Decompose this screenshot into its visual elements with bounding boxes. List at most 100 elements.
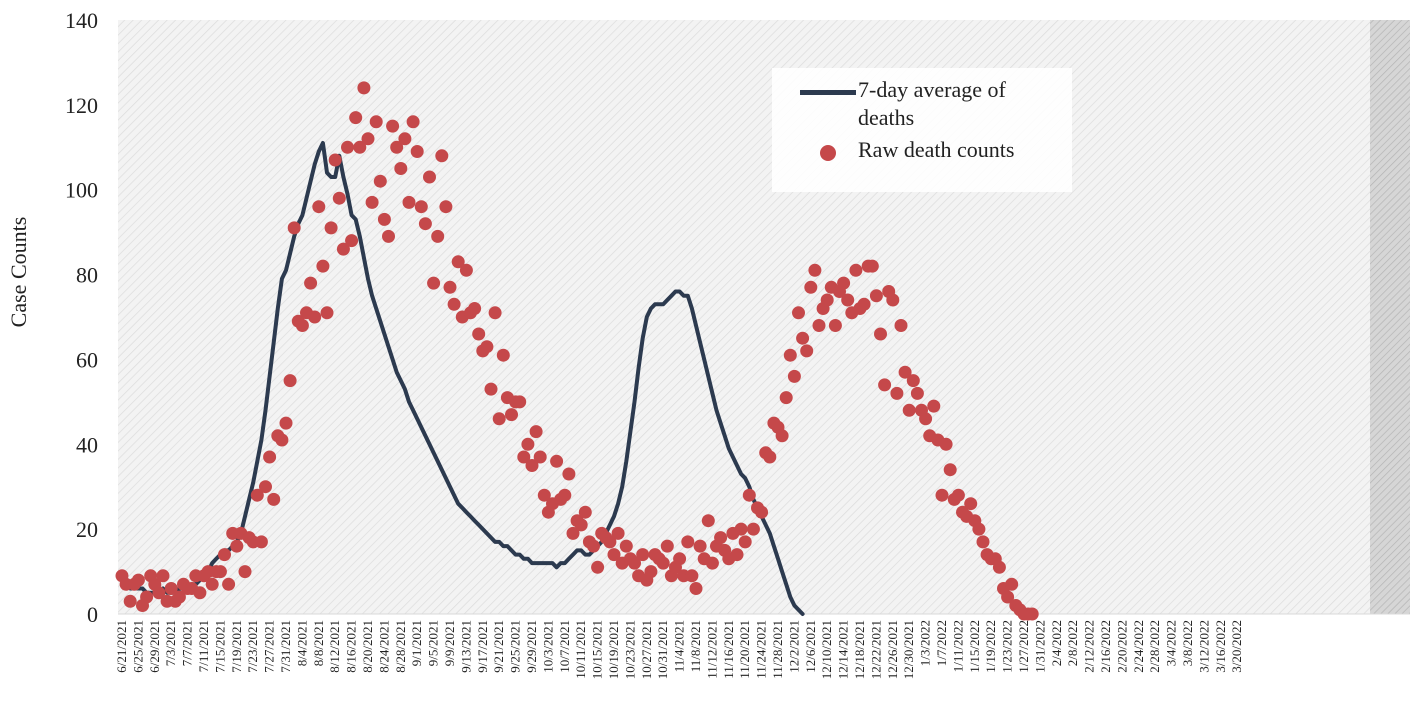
raw-count-point — [505, 408, 518, 422]
raw-count-point — [919, 412, 933, 426]
raw-count-point — [869, 289, 883, 303]
raw-count-point — [972, 522, 986, 536]
y-tick-label: 0 — [87, 602, 98, 627]
x-tick-label: 12/26/2021 — [885, 620, 900, 679]
x-tick-label: 11/12/2021 — [704, 620, 719, 679]
shaded-projection-region — [1370, 20, 1410, 614]
x-tick-label: 1/11/2022 — [950, 620, 965, 672]
raw-count-point — [775, 429, 789, 443]
x-tick-label: 3/8/2022 — [1180, 620, 1195, 666]
x-tick-label: 6/21/2021 — [114, 620, 129, 673]
x-tick-label: 6/25/2021 — [130, 620, 145, 673]
x-tick-label: 11/20/2021 — [737, 620, 752, 679]
x-tick-label: 7/11/2021 — [196, 620, 211, 672]
x-tick-label: 11/28/2021 — [770, 620, 785, 679]
raw-count-point — [324, 221, 338, 235]
raw-count-point — [332, 191, 346, 205]
legend-label-average: 7-day average of deaths — [858, 77, 1006, 130]
raw-count-point — [513, 395, 527, 409]
x-tick-label: 3/12/2022 — [1196, 620, 1211, 673]
x-tick-label: 12/10/2021 — [819, 620, 834, 679]
raw-count-point — [353, 140, 367, 154]
raw-count-point — [369, 115, 383, 129]
x-tick-label: 9/17/2021 — [475, 620, 490, 673]
raw-count-point — [472, 327, 486, 341]
legend-entry-raw: Raw death counts — [772, 136, 1048, 164]
raw-count-point — [341, 140, 354, 154]
raw-count-point — [398, 132, 412, 146]
raw-count-point — [763, 450, 777, 464]
x-tick-label: 11/8/2021 — [688, 620, 703, 672]
x-tick-label: 2/4/2022 — [1049, 620, 1064, 666]
raw-count-point — [898, 365, 912, 379]
x-axis: 6/21/2021 6/25/2021 6/29/2021 7/3/2021 7/7/2… — [114, 613, 1410, 679]
raw-count-point — [685, 569, 699, 583]
x-tick-label: 7/15/2021 — [212, 620, 227, 673]
x-tick-label: 6/29/2021 — [147, 620, 162, 673]
raw-count-point — [812, 319, 826, 332]
raw-count-point — [939, 437, 953, 451]
raw-count-point — [484, 382, 498, 396]
raw-count-point — [402, 195, 416, 209]
series-raw-death-counts — [115, 81, 1039, 621]
x-tick-label: 7/19/2021 — [229, 620, 244, 673]
raw-count-point — [390, 140, 404, 154]
y-tick-label: 40 — [76, 432, 98, 457]
y-tick-label: 60 — [76, 347, 98, 372]
x-tick-label: 9/13/2021 — [458, 620, 473, 673]
x-tick-label: 1/7/2022 — [934, 620, 949, 666]
x-tick-label: 8/16/2021 — [344, 620, 359, 673]
raw-count-point — [295, 319, 309, 332]
x-tick-label: 2/28/2022 — [1147, 620, 1162, 673]
raw-count-point — [238, 565, 252, 579]
raw-count-point — [410, 145, 424, 158]
x-tick-label: 10/7/2021 — [557, 620, 572, 673]
raw-count-point — [304, 276, 318, 290]
x-tick-label: 1/3/2022 — [918, 620, 933, 666]
raw-count-point — [439, 200, 453, 214]
raw-count-point — [254, 535, 268, 549]
raw-count-point — [992, 560, 1006, 574]
x-tick-label: 10/19/2021 — [606, 620, 621, 679]
raw-count-point — [841, 293, 855, 307]
raw-count-point — [693, 539, 707, 553]
raw-count-point — [673, 552, 687, 566]
raw-count-point — [250, 488, 264, 502]
raw-count-point — [701, 514, 715, 528]
raw-count-point — [837, 276, 851, 290]
raw-count-point — [935, 488, 949, 502]
x-tick-label: 12/14/2021 — [836, 620, 851, 679]
raw-count-point — [414, 200, 428, 214]
raw-count-point — [423, 170, 436, 184]
raw-count-point — [361, 132, 375, 146]
raw-count-point — [308, 310, 322, 324]
raw-count-point — [205, 577, 219, 591]
raw-count-point — [447, 297, 461, 311]
x-tick-label: 10/11/2021 — [573, 620, 588, 679]
raw-count-point — [910, 386, 924, 400]
x-tick-label: 2/8/2022 — [1065, 620, 1080, 666]
raw-count-point — [279, 416, 293, 430]
y-tick-label: 20 — [76, 517, 98, 542]
raw-count-point — [603, 535, 617, 549]
raw-count-point — [283, 374, 297, 388]
raw-count-point — [894, 319, 908, 332]
x-tick-label: 8/8/2021 — [311, 620, 326, 666]
raw-count-point — [1025, 607, 1039, 621]
raw-count-point — [742, 488, 756, 502]
raw-count-point — [566, 526, 580, 540]
raw-count-point — [349, 111, 363, 125]
raw-count-point — [230, 539, 244, 553]
raw-count-point — [488, 306, 502, 320]
raw-count-point — [943, 463, 957, 477]
raw-count-point — [628, 556, 641, 570]
raw-count-point — [418, 217, 432, 231]
raw-count-point — [619, 539, 633, 553]
y-tick-label: 100 — [65, 178, 98, 203]
x-tick-label: 9/25/2021 — [508, 620, 523, 673]
x-tick-label: 1/19/2022 — [983, 620, 998, 673]
x-tick-label: 8/28/2021 — [393, 620, 408, 673]
raw-count-point — [857, 297, 871, 311]
x-tick-label: 10/15/2021 — [590, 620, 605, 679]
x-tick-label: 12/18/2021 — [852, 620, 867, 679]
